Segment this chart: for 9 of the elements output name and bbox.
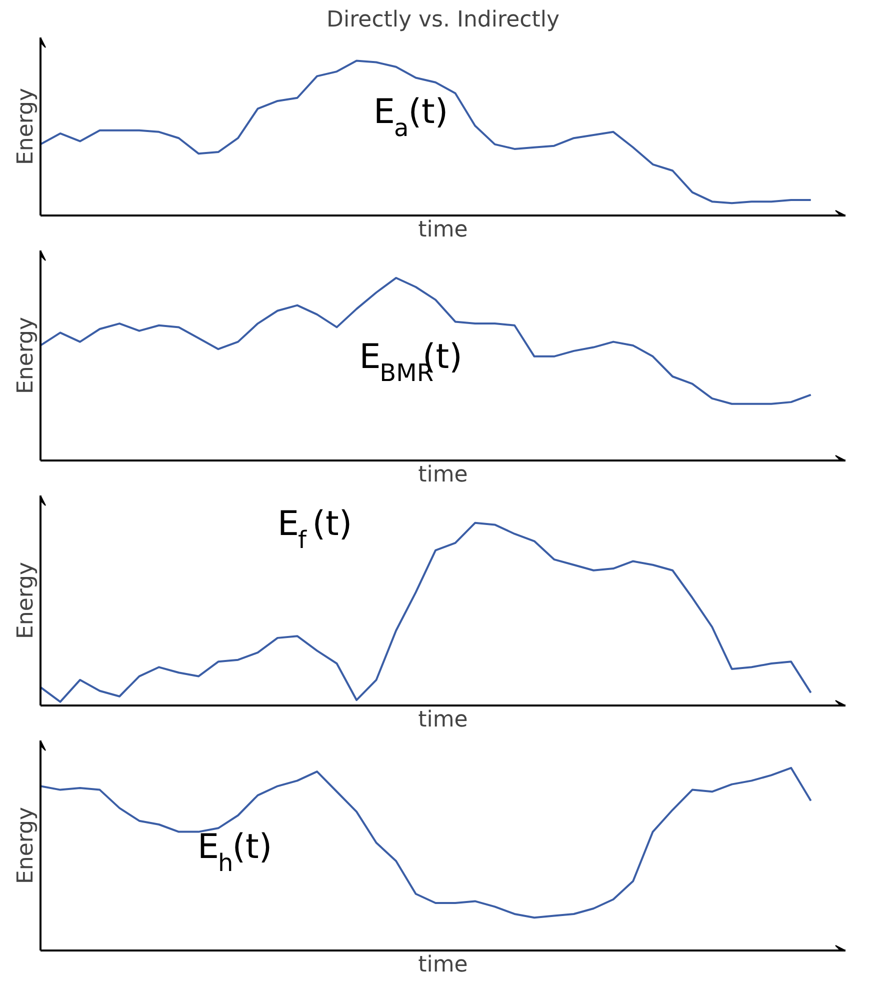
y-axis-title: Energy [14, 806, 38, 884]
x-axis-title: time [418, 218, 468, 242]
y-axis-title: Energy [14, 88, 38, 166]
x-axis-title: time [418, 952, 468, 978]
chart-title: Directly vs. Indirectly [326, 8, 560, 32]
y-axis-title: Energy [14, 562, 38, 640]
x-axis-title: time [418, 708, 468, 732]
x-axis-title: time [418, 462, 468, 488]
y-axis-title: Energy [14, 316, 38, 394]
